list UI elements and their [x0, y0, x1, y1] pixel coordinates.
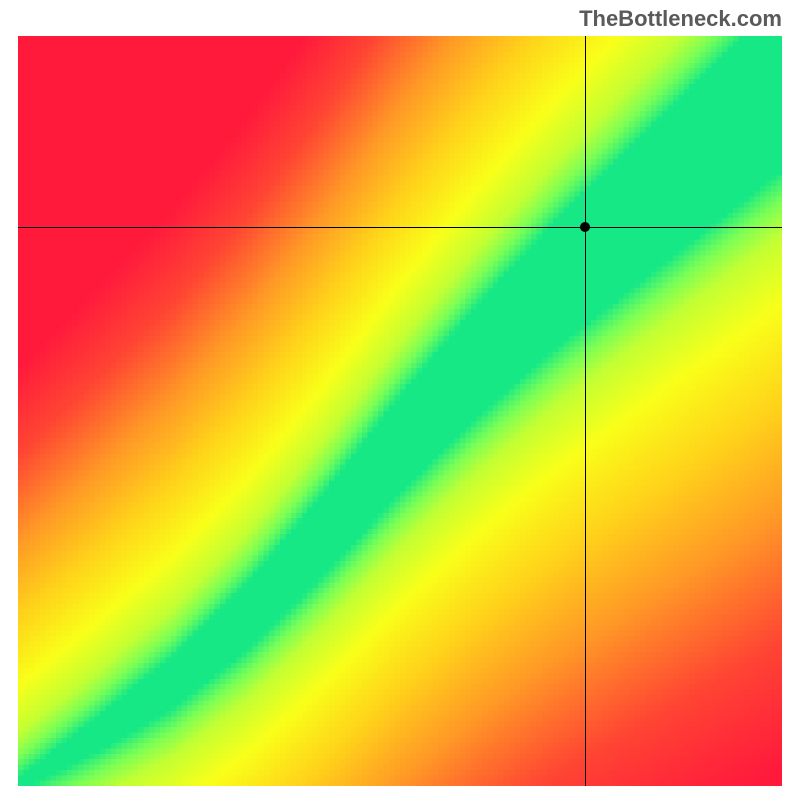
- heatmap-canvas: [18, 36, 782, 786]
- crosshair-horizontal: [18, 227, 782, 228]
- watermark-text: TheBottleneck.com: [579, 6, 782, 32]
- crosshair-marker: [580, 222, 590, 232]
- chart-container: { "watermark": { "text": "TheBottleneck.…: [0, 0, 800, 800]
- heatmap-plot: [18, 36, 782, 786]
- crosshair-vertical: [585, 36, 586, 786]
